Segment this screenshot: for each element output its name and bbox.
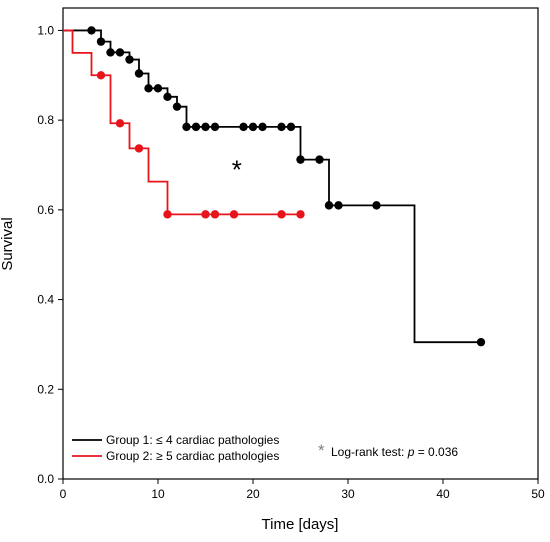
censor-point-group-1 [134,69,144,78]
censor-point-group-1 [144,84,153,93]
y-tick-label: 1.0 [37,23,54,37]
x-tick-label: 20 [246,487,260,501]
censor-point-group-1 [248,122,258,132]
censor-point-group-2 [115,119,125,128]
censor-point-group-2 [163,210,172,219]
censor-point-group-1 [182,122,191,132]
censor-point-group-1 [163,92,172,102]
series-line-group-2 [63,29,301,216]
y-tick-label: 0.8 [37,113,54,127]
x-tick-label: 30 [341,487,355,501]
log-rank-p-value: = 0.036 [414,445,458,459]
log-rank-p-symbol: p [407,445,415,459]
x-tick-label: 0 [60,487,67,501]
censor-point-group-2 [210,210,220,219]
significance-star: * [232,154,242,184]
censor-point-group-2 [277,210,286,219]
censor-point-group-2 [201,210,210,219]
censor-point-group-1 [296,155,305,164]
y-tick-label: 0.2 [37,382,54,396]
censor-point-group-1 [239,122,248,132]
axes: 0 10 20 30 40 50 0.0 0.2 0.4 0.6 0.8 1.0 [37,7,545,501]
censor-point-group-1 [324,201,334,210]
censor-point-group-2 [229,210,239,219]
censor-point-group-1 [286,122,296,132]
censor-point-group-2 [96,71,106,80]
y-tick-label: 0.0 [37,472,54,486]
censor-point-group-1 [87,26,96,35]
censor-point-group-2 [296,210,305,219]
x-tick-label: 50 [531,487,545,501]
legend: Group 1: ≤ 4 cardiac pathologies Group 2… [72,433,279,463]
censor-point-group-1 [191,122,201,132]
log-rank-text: Log-rank test: [331,445,408,459]
series-line-group-1 [63,29,481,344]
censor-point-group-1 [334,201,343,210]
x-axis-label: Time [days] [262,516,339,533]
censor-point-group-1 [315,155,324,164]
log-rank-star: * [318,441,325,460]
censor-point-group-1 [372,201,381,210]
log-rank-note: * Log-rank test: p = 0.036 [318,441,458,460]
censor-point-group-1 [277,122,286,132]
censor-point-group-1 [125,55,134,64]
censor-point-group-1 [96,37,106,46]
x-tick-label: 10 [151,487,165,501]
censor-point-group-1 [172,102,182,111]
censor-point-group-1 [115,48,125,57]
legend-label-group-2: Group 2: ≥ 5 cardiac pathologies [106,449,279,463]
x-tick-label: 40 [436,487,450,501]
censor-point-group-2 [134,144,144,153]
plot-area: * [63,26,486,347]
censor-point-group-1 [210,122,220,132]
censor-point-group-1 [258,122,267,132]
censor-point-group-1 [106,48,115,57]
y-tick-label: 0.4 [37,293,54,307]
censor-point-group-1 [476,337,486,347]
y-tick-label: 0.6 [37,203,54,217]
legend-label-group-1: Group 1: ≤ 4 cardiac pathologies [106,433,279,447]
censor-point-group-1 [153,84,163,93]
plot-frame [62,7,539,480]
y-axis-label: Survival [0,217,16,270]
censor-point-group-1 [201,122,210,132]
